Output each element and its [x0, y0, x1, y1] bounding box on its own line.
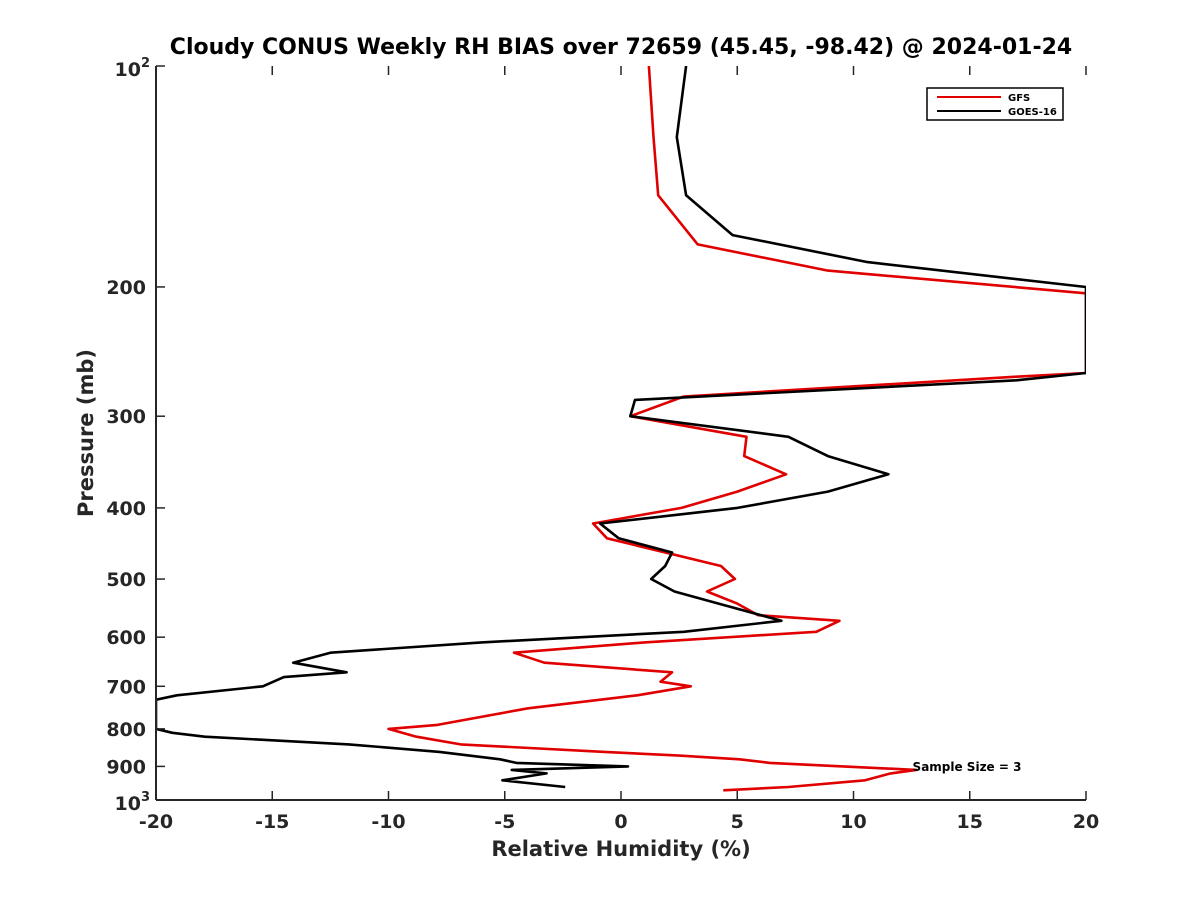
y-tick-label: 700 — [106, 676, 146, 698]
plot-area — [156, 66, 1086, 800]
y-tick-label: 400 — [106, 498, 146, 520]
x-tick-label: -15 — [255, 811, 289, 833]
legend-label-goes16: GOES-16 — [1008, 107, 1057, 118]
series-line-gfs — [387, 66, 1086, 792]
y-tick-label-1000: 103 — [115, 790, 151, 815]
axes-background — [156, 66, 1086, 800]
y-tick-label: 600 — [106, 627, 146, 649]
x-tick-label: 5 — [731, 811, 744, 833]
x-tick-label: 20 — [1073, 811, 1099, 833]
legend: GFS GOES-16 — [926, 87, 1064, 121]
legend-label-gfs: GFS — [1008, 93, 1030, 104]
y-axis-title: Pressure (mb) — [74, 349, 98, 517]
y-tick-label: 800 — [106, 719, 146, 741]
y-tick-label-100: 102 — [115, 56, 151, 81]
x-tick-label: -20 — [139, 811, 173, 833]
x-tick-label: 10 — [840, 811, 866, 833]
chart-title: Cloudy CONUS Weekly RH BIAS over 72659 (… — [170, 35, 1072, 60]
x-axis-title: Relative Humidity (%) — [491, 837, 750, 861]
x-tick-label: 0 — [614, 811, 627, 833]
x-ticks: -20 -15 -10 -5 0 5 10 15 20 — [139, 66, 1099, 833]
y-tick-label: 200 — [106, 277, 146, 299]
x-tick-label: 15 — [957, 811, 983, 833]
legend-box — [926, 87, 1064, 121]
y-tick-label: 500 — [106, 569, 146, 591]
y-ticks: 200 300 400 500 600 700 800 900 — [106, 65, 165, 801]
y-tick-label: 900 — [106, 756, 146, 778]
series-line-goes16 — [156, 66, 1086, 789]
x-tick-label: -10 — [371, 811, 405, 833]
y-tick-label: 300 — [106, 406, 146, 428]
series-layer — [156, 66, 1086, 792]
x-tick-label: -5 — [494, 811, 515, 833]
sample-size-annotation: Sample Size = 3 — [913, 760, 1022, 774]
